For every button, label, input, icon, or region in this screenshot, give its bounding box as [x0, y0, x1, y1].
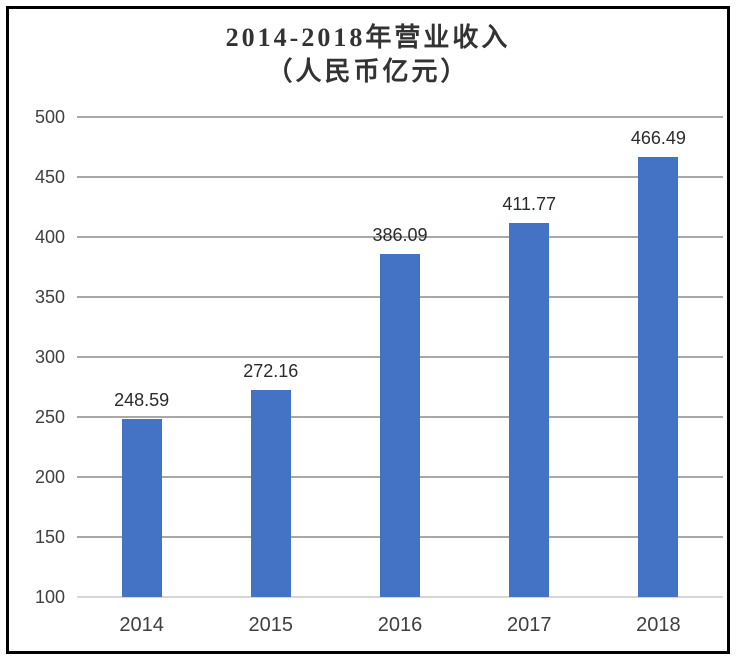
chart-frame: 2014-2018年营业收入 （人民币亿元） 100 150 200 250 300 35…: [6, 6, 730, 654]
bar-2017: [509, 222, 550, 597]
y-tick-label: 500: [34, 107, 65, 127]
y-tick-label: 100: [34, 587, 65, 607]
bar-2015: [250, 390, 291, 597]
y-tick-label: 250: [34, 407, 65, 427]
y-tick-label: 450: [34, 167, 65, 187]
y-tick-label: 300: [34, 347, 65, 367]
plot-area: 248.59 272.16 386.09 411.77 466.49: [77, 116, 723, 598]
y-axis-labels: 100 150 200 250 300 350 400 450 500: [9, 108, 65, 606]
bar-2014: [121, 418, 162, 597]
x-tick-label-2015: 2015: [248, 614, 294, 636]
chart-title-line1: 2014-2018年营业收入: [225, 23, 511, 52]
bar-2016: [380, 253, 420, 597]
bar-slot-2014: 248.59: [77, 117, 206, 597]
x-tick-label-2018: 2018: [636, 614, 681, 636]
axis-baseline: [77, 596, 723, 598]
gridline: [77, 116, 723, 118]
gridline: [77, 176, 723, 178]
bars-layer: 248.59 272.16 386.09 411.77 466.49: [77, 117, 723, 597]
chart-title: 2014-2018年营业收入 （人民币亿元）: [9, 21, 727, 89]
bar-value-label-2018: 466.49: [630, 128, 686, 149]
bar-value-label-2014: 248.59: [114, 389, 170, 410]
y-tick-label: 350: [34, 287, 65, 307]
chart-title-line2: （人民币亿元）: [266, 57, 470, 86]
bar-value-label-2015: 272.16: [243, 361, 299, 382]
y-tick-label: 200: [34, 467, 65, 487]
bar-value-label-2017: 411.77: [502, 193, 557, 214]
x-axis-labels: 2014 2015 2016 2017 2018: [77, 609, 723, 641]
bar-slot-2018: 466.49: [594, 117, 723, 597]
bar-slot-2015: 272.16: [206, 117, 335, 597]
gridline: [77, 236, 723, 238]
bar-value-label-2016: 386.09: [372, 224, 428, 245]
bar-slot-2016: 386.09: [335, 117, 464, 597]
x-tick-label-2017: 2017: [506, 614, 552, 636]
y-tick-label: 150: [34, 527, 65, 547]
bar-2018: [638, 157, 679, 597]
bar-slot-2017: 411.77: [465, 117, 594, 597]
y-tick-label: 400: [34, 227, 65, 247]
x-tick-label-2014: 2014: [119, 614, 164, 636]
x-tick-label-2016: 2016: [377, 614, 423, 636]
